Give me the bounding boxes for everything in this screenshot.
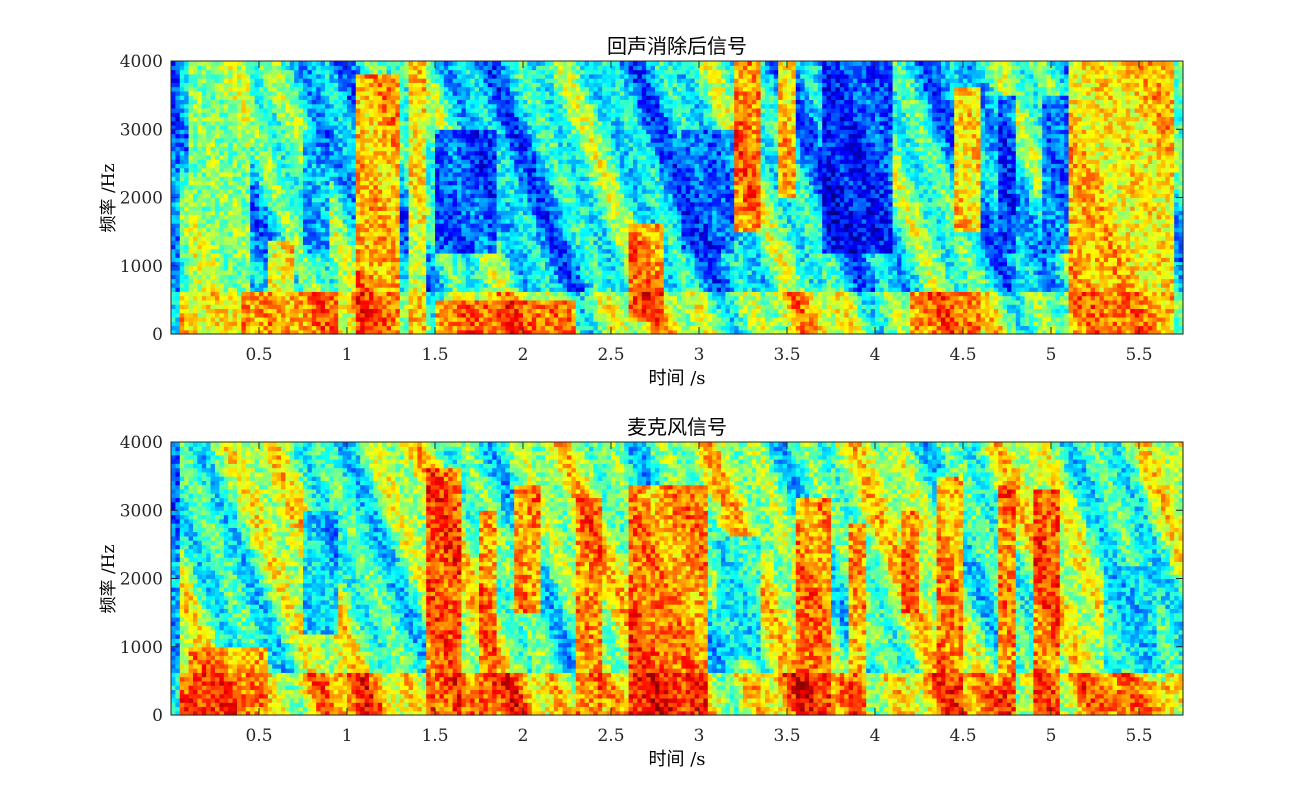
y-tick-label: 1000 [120, 257, 163, 277]
y-tick-label: 0 [152, 706, 163, 726]
y-tick-label: 4000 [120, 52, 163, 72]
x-tick-label: 5 [1046, 345, 1057, 365]
y-tick-label: 3000 [120, 120, 163, 140]
x-tick-label: 4 [870, 345, 881, 365]
x-tick-label: 1 [342, 726, 353, 746]
x-tick-label: 2.5 [597, 726, 624, 746]
heatmap-cells [171, 442, 1184, 716]
y-tick-label: 0 [152, 325, 163, 345]
x-tick-label: 3.5 [773, 345, 800, 365]
x-tick-label: 0.5 [245, 726, 272, 746]
x-tick-label: 2 [518, 345, 529, 365]
y-tick-label: 3000 [120, 501, 163, 521]
x-tick-label: 3 [694, 345, 705, 365]
spectrogram-panel-echo-cancelled: 回声消除后信号 0.5 1 1.5 2 2.5 3 3.5 4 4.5 5 5.5 0 1000 200… [99, 34, 1184, 389]
x-tick-label: 5.5 [1125, 726, 1152, 746]
x-tick-label: 4.5 [949, 726, 976, 746]
spectrogram-panel-microphone: 麦克风信号 0.5 1 1.5 2 2.5 3 3.5 4 4.5 5 5.5 0 1000 2000 3… [99, 415, 1184, 770]
x-tick-label: 0.5 [245, 345, 272, 365]
chart-title: 回声消除后信号 [607, 34, 747, 58]
x-tick-label: 3.5 [773, 726, 800, 746]
x-tick-label: 5.5 [1125, 345, 1152, 365]
x-axis-label: 时间 /s [648, 368, 705, 389]
x-tick-label: 4 [870, 726, 881, 746]
x-tick-label: 1.5 [421, 345, 448, 365]
x-tick-label: 3 [694, 726, 705, 746]
x-tick-label: 4.5 [949, 345, 976, 365]
y-tick-label: 1000 [120, 638, 163, 658]
y-tick-label: 4000 [120, 433, 163, 453]
x-tick-label: 2 [518, 726, 529, 746]
x-tick-label: 1 [342, 345, 353, 365]
y-tick-label: 2000 [120, 189, 163, 209]
y-tick-label: 2000 [120, 570, 163, 590]
x-tick-label: 5 [1046, 726, 1057, 746]
chart-title: 麦克风信号 [627, 415, 727, 439]
x-axis-label: 时间 /s [648, 749, 705, 770]
x-tick-label: 1.5 [421, 726, 448, 746]
y-axis-label: 频率 /Hz [99, 545, 119, 614]
y-axis-label: 频率 /Hz [99, 164, 119, 233]
x-tick-label: 2.5 [597, 345, 624, 365]
heatmap-cells [171, 61, 1184, 335]
